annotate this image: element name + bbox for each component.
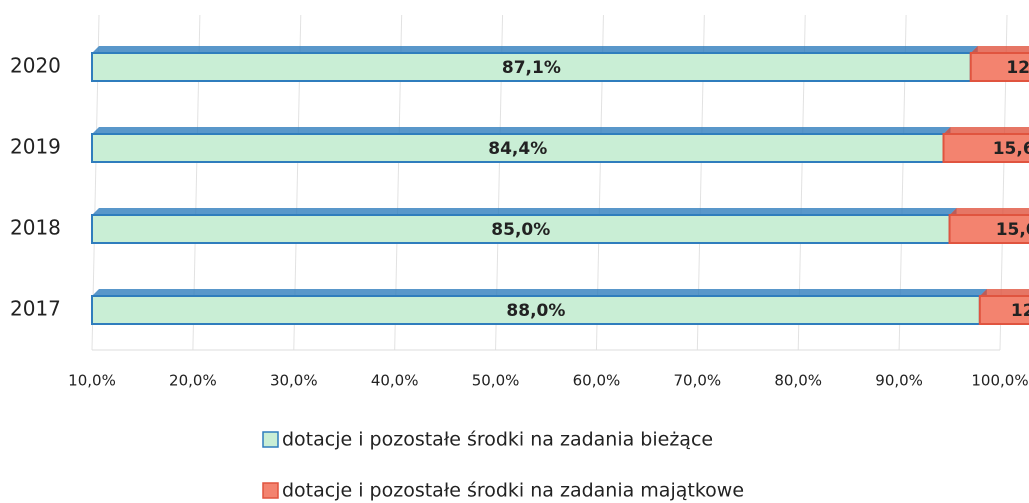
x-tick-label: 50,0% [472,372,520,390]
x-tick-label: 100,0% [971,372,1028,390]
x-tick-label: 60,0% [573,372,621,390]
x-tick-label: 30,0% [270,372,318,390]
bar-top [979,289,1029,296]
value-label: 85,0% [491,220,550,240]
bar [91,52,972,82]
bar [91,295,981,325]
bar [978,295,1029,325]
bar [969,52,1029,82]
bar-top [92,289,987,296]
bar-top [92,127,951,134]
legend-swatch [262,431,279,448]
value-label: 12,9% [1006,58,1029,78]
legend-swatch [262,482,279,499]
bar-top [92,208,957,215]
bar [91,214,951,244]
bar-top [970,46,1029,53]
value-label: 15,0% [996,220,1029,240]
bar [91,133,945,163]
value-label: 87,1% [502,58,561,78]
bar-top [943,127,1029,134]
value-label: 84,4% [488,139,547,159]
y-tick-label: 2017 [10,297,61,321]
legend-label: dotacje i pozostałe środki na zadania bi… [282,429,713,451]
bar-top [92,46,978,53]
x-tick-label: 70,0% [674,372,722,390]
y-tick-label: 2020 [10,54,61,78]
value-label: 88,0% [506,301,565,321]
y-tick-label: 2019 [10,135,61,159]
x-tick-label: 10,0% [68,372,116,390]
x-tick-label: 40,0% [371,372,419,390]
legend-label: dotacje i pozostałe środki na zadania ma… [282,480,744,502]
bar-top [949,208,1029,215]
x-tick-label: 90,0% [875,372,923,390]
bar [942,133,1029,163]
x-tick-label: 80,0% [774,372,822,390]
x-tick-label: 20,0% [169,372,217,390]
value-label: 12,0% [1011,301,1029,321]
bar [948,214,1029,244]
y-tick-label: 2018 [10,216,61,240]
value-label: 15,6% [993,139,1029,159]
